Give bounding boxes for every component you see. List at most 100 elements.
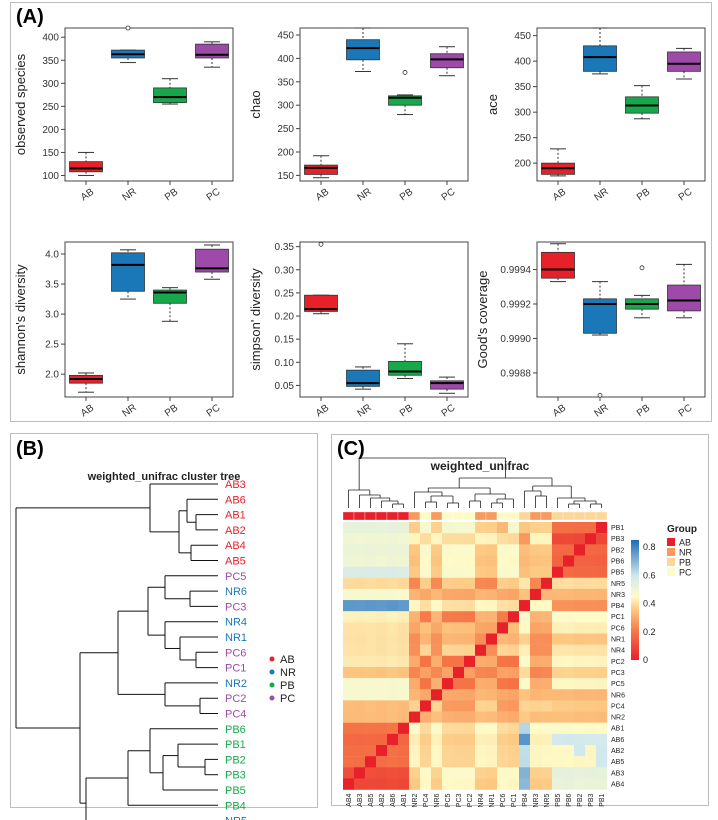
heatmap-cell [508,666,520,679]
scale-tick-label: 0 [643,655,648,665]
panel-a-label: (A) [16,6,44,28]
heatmap-cell [343,533,355,545]
heatmap-cell [497,544,509,556]
heatmap-cell [475,678,487,690]
heatmap-cell [541,622,553,634]
heatmap-cell [431,722,443,735]
heatmap-cell [365,767,377,779]
heatmap-cell [398,555,410,567]
heatmap-cell [519,566,531,578]
heatmap-cell [354,678,366,690]
heatmap-cell [409,655,421,668]
heatmap-cell [398,644,410,656]
heatmap-cell [387,711,399,723]
heatmap-cell [431,689,443,701]
heatmap-cell [409,700,421,712]
heatmap-cell [387,644,399,656]
tree-leaf-label-pc1: PC1 [225,663,246,675]
y-tick-label: 200 [42,125,59,136]
tree-leaf-label-ab4: AB4 [225,540,246,552]
heatmap-cell [343,666,355,679]
heatmap-cell [596,555,608,567]
heatmap-cell [464,555,476,567]
heatmap-cell [453,533,465,545]
y-tick-label: 300 [277,101,294,112]
heatmap-cell [453,689,465,701]
row-label-nr3: NR3 [611,592,625,599]
row-label-pb1: PB1 [611,525,624,532]
heatmap-cell [497,767,509,779]
heatmap-cell [376,644,388,656]
heatmap-cell [365,533,377,545]
heatmap-cell [464,756,476,768]
heatmap-cell [530,622,542,634]
heatmap-cell [398,566,410,578]
tree-leaf-label-nr5: NR5 [225,816,247,820]
heatmap-cell [574,622,586,634]
heatmap-cell [486,611,498,623]
group-bar-cell [573,511,586,521]
heatmap-cell [409,533,421,545]
heatmap-cell [442,533,454,545]
heatmap-cell [552,655,564,668]
heatmap-cell [497,689,509,701]
group-bar-cell [353,511,366,521]
heatmap-cell [596,644,608,656]
row-label-pb3: PB3 [611,536,624,543]
heatmap-cell [365,555,377,567]
tree-leaf-label-nr6: NR6 [225,586,247,598]
heatmap-cell [431,733,443,746]
tree-leaf-label-nr1: NR1 [225,632,247,644]
heatmap-cell [343,756,355,768]
heatmap-cell [574,555,586,567]
heatmap-cell [398,711,410,723]
heatmap-cell [596,622,608,634]
col-label-pc6: PC6 [500,794,507,808]
group-bar-cell [474,511,487,521]
heatmap-cell [398,756,410,768]
heatmap-cell [508,767,520,779]
heatmap-cell [464,566,476,578]
heatmap-cell [354,544,366,556]
heatmap-cell [497,700,509,712]
heatmap-cell [398,622,410,634]
heatmap-cell [541,666,553,679]
heatmap-cell [453,522,465,534]
heatmap-cell [343,555,355,567]
heatmap-cell [508,700,520,712]
panel-b-frame [10,433,318,808]
heatmap-cell [563,633,575,645]
heatmap-cell [508,522,520,534]
heatmap-cell [530,767,542,779]
heatmap-cell [475,733,487,746]
heatmap-cell [343,644,355,656]
tree-leaf-label-pc4: PC4 [225,709,246,721]
heatmap-cell [387,577,399,590]
heatmap-cell [541,689,553,701]
heatmap-cell [431,600,443,612]
heatmap-cell [431,700,443,712]
heatmap-cell [453,633,465,645]
heatmap-cell [442,655,454,668]
y-tick-label: 400 [277,54,294,65]
heatmap-cell [398,544,410,556]
heatmap-cell [519,522,531,534]
heatmap-cell [574,544,586,556]
row-label-pb2: PB2 [611,547,624,554]
box-pc [430,53,464,69]
heatmap-cell [497,733,509,746]
tree-leaf-label-pb6: PB6 [225,724,246,736]
heatmap-cell [585,745,597,757]
heatmap-cell [354,644,366,656]
heatmap-cell [486,644,498,656]
tree-title: weighted_unifrac cluster tree [87,471,241,483]
heatmap-cell [475,577,487,590]
box-pb [388,95,422,106]
heatmap-cell [475,767,487,779]
heatmap-cell [464,745,476,757]
group-bar-cell [408,511,421,521]
plot-frame [64,241,234,398]
